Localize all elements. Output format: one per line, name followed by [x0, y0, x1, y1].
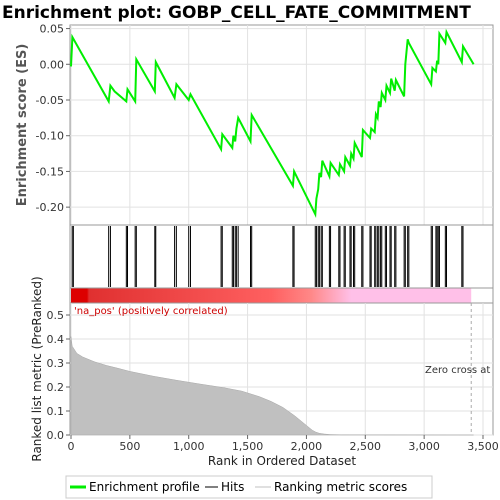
x-tick-label: 0: [68, 440, 75, 453]
x-tick-label: 2,500: [350, 440, 382, 453]
heat-band-gradient: [71, 288, 472, 303]
x-axis-label: Rank in Ordered Dataset: [208, 454, 356, 468]
x-tick-label: 3,000: [408, 440, 440, 453]
chart-title: Enrichment plot: GOBP_CELL_FATE_COMMITME…: [2, 3, 471, 23]
x-tick-label: 500: [119, 440, 140, 453]
metric-y-tick-label: 0.4: [47, 333, 65, 346]
es-y-tick-label: 0.05: [40, 23, 65, 36]
heat-band-positive-label: 'na_pos' (positively correlated): [74, 306, 228, 317]
hits-panel-background: [69, 224, 494, 289]
legend: Enrichment profile Hits Ranking metric s…: [65, 475, 433, 499]
x-tick-label: 3,500: [467, 440, 499, 453]
enrichment-profile-line: [70, 28, 475, 219]
es-gridlines: [70, 25, 493, 225]
metric-x-axis-ticks: 0 500 1,000 1,500 2,000 2,500 3,000 3,500: [68, 435, 499, 453]
x-tick-label: 2,000: [291, 440, 323, 453]
es-y-tick-label: -0.10: [36, 130, 64, 143]
legend-box: [65, 475, 433, 499]
ranking-metric-area: [70, 336, 474, 436]
es-y-tick-label: 0.00: [40, 58, 65, 71]
metric-y-axis-ticks: 0.0 0.1 0.2 0.3 0.4 0.5: [47, 309, 70, 442]
metric-y-tick-label: 0.3: [47, 357, 65, 370]
es-y-tick-label: -0.20: [36, 201, 64, 214]
x-tick-label: 1,000: [173, 440, 205, 453]
x-tick-label: 1,500: [232, 440, 264, 453]
es-panel: 0.05 0.00 -0.05 -0.10 -0.15 -0.20: [36, 23, 494, 226]
es-y-axis-ticks: 0.05 0.00 -0.05 -0.10 -0.15 -0.20: [36, 23, 70, 214]
ranking-heat-band: [69, 287, 494, 304]
metric-panel: 0.0 0.1 0.2 0.3 0.4 0.5 0 500 1,000 1,500 2,000 2,…: [47, 302, 499, 453]
legend-label-enrichment-profile: Enrichment profile: [89, 480, 200, 494]
hits-panel: [69, 224, 494, 289]
metric-y-tick-label: 0.2: [47, 381, 65, 394]
hit-markers: [71, 226, 464, 287]
metric-y-tick-label: 0.5: [47, 309, 65, 322]
metric-y-tick-label: 0.1: [47, 405, 65, 418]
legend-label-ranking-metric: Ranking metric scores: [274, 480, 407, 494]
es-y-tick-label: -0.05: [36, 94, 64, 107]
es-panel-background: [69, 24, 494, 226]
zero-cross-label: Zero cross at: [425, 365, 490, 376]
metric-y-tick-label: 0.0: [47, 429, 65, 442]
es-y-tick-label: -0.15: [36, 165, 64, 178]
legend-label-hits: Hits: [221, 480, 244, 494]
metric-y-axis-label: Ranked list metric (PreRanked): [30, 276, 44, 461]
es-y-axis-label: Enrichment score (ES): [15, 44, 30, 207]
